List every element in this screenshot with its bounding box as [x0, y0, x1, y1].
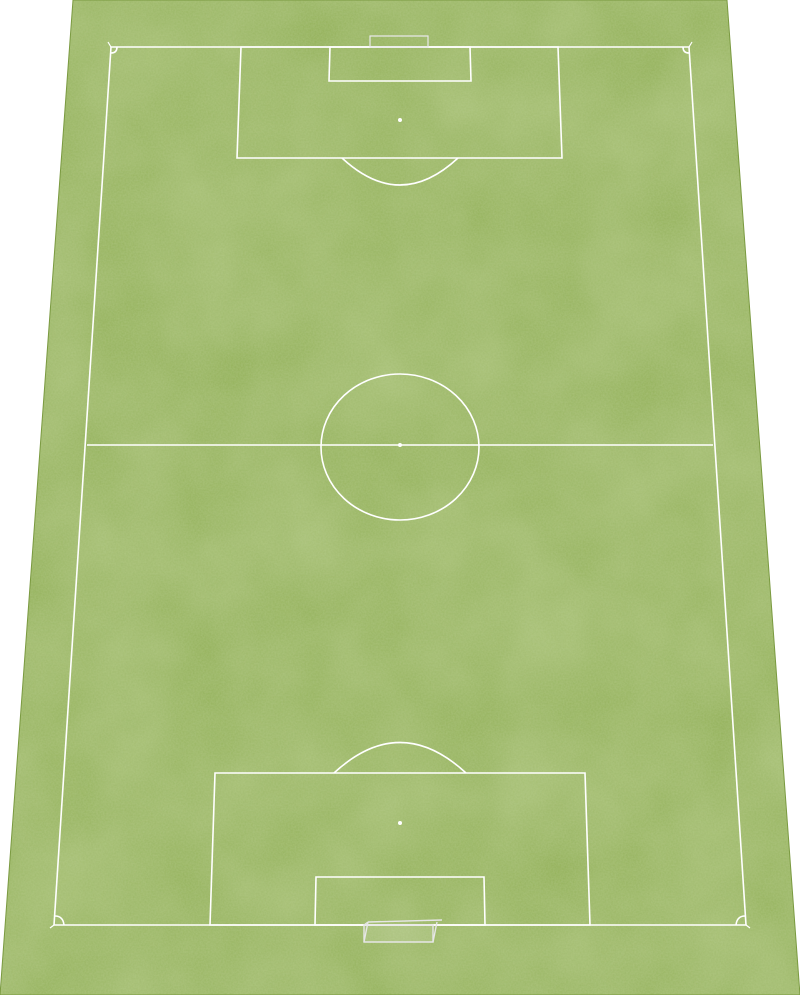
top-penalty-spot [398, 118, 402, 122]
bottom-penalty-spot [398, 821, 402, 825]
bottom-penalty-arc [333, 741, 467, 774]
top-penalty-arc [341, 157, 459, 186]
corner-flag-top-right [688, 41, 693, 48]
corner-flag-bottom-left [49, 924, 55, 929]
corner-arc-bottom-left [54, 915, 65, 926]
center-circle [320, 373, 480, 521]
corner-flag-bottom-right [745, 924, 751, 929]
top-goal [369, 35, 429, 48]
center-spot [398, 443, 402, 447]
corner-arc-top-left [110, 46, 118, 54]
corner-arc-top-right [682, 46, 690, 54]
corner-flag-top-left [107, 41, 112, 48]
bottom-penalty-area [209, 772, 591, 926]
corner-arc-bottom-right [735, 915, 746, 926]
bottom-goal-area [314, 876, 486, 926]
corner-flags [49, 41, 751, 929]
bottom-goal [363, 919, 443, 943]
